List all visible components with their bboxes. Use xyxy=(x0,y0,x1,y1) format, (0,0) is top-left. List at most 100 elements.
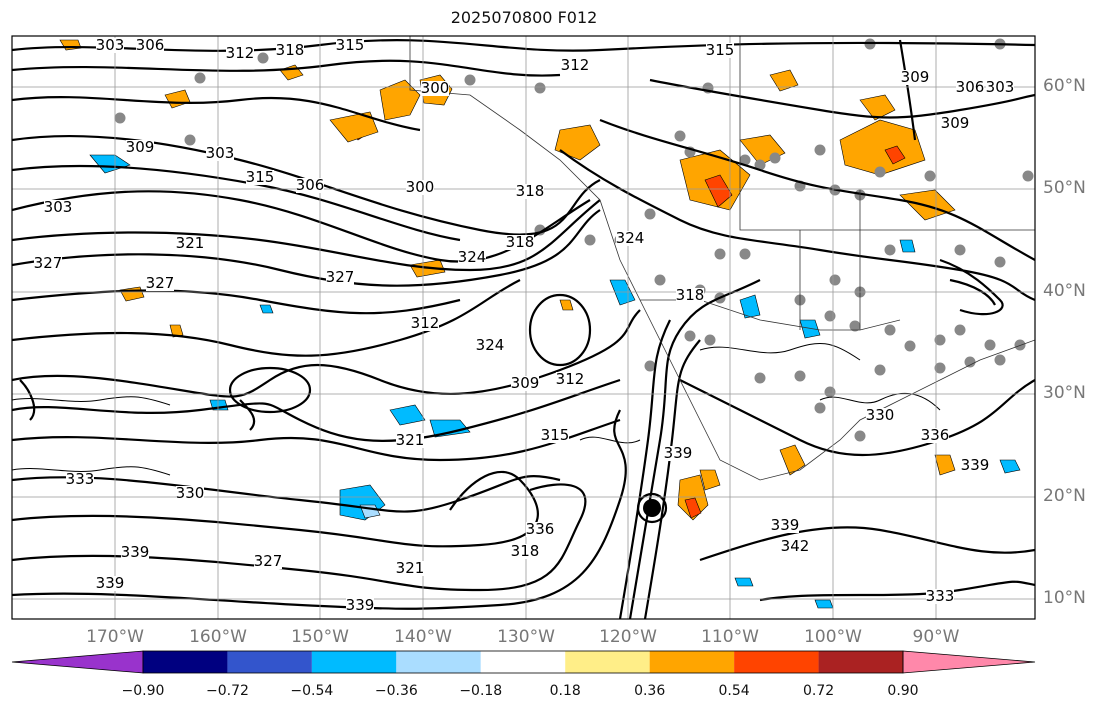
contour-label: 315 xyxy=(541,426,570,444)
station-dot xyxy=(184,134,196,146)
colorbar-tick: 0.54 xyxy=(718,683,750,699)
station-dot xyxy=(714,248,726,260)
contour-label: 321 xyxy=(396,559,425,577)
colorbar-tick: −0.54 xyxy=(290,683,334,699)
lon-label: 90°W xyxy=(912,627,960,647)
contour-lines xyxy=(12,39,1035,619)
station-dot xyxy=(257,52,269,64)
colorbar xyxy=(11,650,1036,674)
lon-label: 170°W xyxy=(86,627,144,647)
colorbar-min-extend xyxy=(11,650,144,674)
station-dot xyxy=(464,74,476,86)
station-dot xyxy=(769,152,781,164)
contour-label: 312 xyxy=(561,56,590,74)
contour-label: 336 xyxy=(526,520,555,538)
contour-label: 306 xyxy=(136,36,165,54)
contour-label: 333 xyxy=(66,470,95,488)
colorbar-segment xyxy=(649,651,735,673)
lon-label: 150°W xyxy=(291,627,349,647)
contour-label: 321 xyxy=(176,234,205,252)
lon-label: 100°W xyxy=(804,627,862,647)
contour-label: 324 xyxy=(476,336,505,354)
station-dot xyxy=(654,274,666,286)
station-dot xyxy=(874,166,886,178)
colorbar-tick: 0.90 xyxy=(887,683,919,699)
station-dot xyxy=(794,370,806,382)
station-dot xyxy=(534,82,546,94)
colorbar-segment xyxy=(734,651,819,673)
contour-label: 327 xyxy=(254,552,283,570)
contour-label: 312 xyxy=(226,44,255,62)
station-dot xyxy=(739,154,751,166)
station-dot xyxy=(854,430,866,442)
station-dot xyxy=(194,72,206,84)
station-dot xyxy=(814,144,826,156)
lon-label: 160°W xyxy=(189,627,247,647)
contour-label: 318 xyxy=(276,41,305,59)
contour-label: 306 xyxy=(956,78,985,96)
contour-label: 339 xyxy=(121,543,150,561)
colorbar-tick: −0.72 xyxy=(205,683,249,699)
contour-label: 327 xyxy=(326,268,355,286)
colorbar-segment xyxy=(227,651,312,673)
station-dot xyxy=(739,248,751,260)
thin-contours xyxy=(12,342,941,476)
contour-label: 309 xyxy=(126,138,155,156)
contour-label: 315 xyxy=(246,168,275,186)
contour-label: 342 xyxy=(781,537,810,555)
contour-label: 300 xyxy=(421,79,450,97)
contour-label: 303 xyxy=(96,36,125,54)
coastlines xyxy=(409,36,1035,481)
station-dot xyxy=(884,324,896,336)
contour-label: 300 xyxy=(406,178,435,196)
colorbar-tick: 0.72 xyxy=(802,683,835,699)
station-dot xyxy=(934,362,946,374)
station-dot xyxy=(984,339,996,351)
station-dot xyxy=(754,372,766,384)
station-dot xyxy=(674,130,686,142)
contour-label: 339 xyxy=(96,574,125,592)
station-dot xyxy=(1014,339,1026,351)
lat-label: 30°N xyxy=(1043,383,1086,403)
contour-label: 306 xyxy=(296,176,325,194)
colorbar-segment xyxy=(143,651,228,673)
station-dot xyxy=(884,244,896,256)
contour-label: 324 xyxy=(458,248,487,266)
station-dot xyxy=(684,330,696,342)
contour-label: 315 xyxy=(706,41,735,59)
station-dot xyxy=(874,364,886,376)
contour-label: 330 xyxy=(866,406,895,424)
contour-label: 339 xyxy=(771,516,800,534)
lon-label: 110°W xyxy=(701,627,759,647)
lon-label: 130°W xyxy=(497,627,555,647)
lat-label: 20°N xyxy=(1043,486,1086,506)
station-dot xyxy=(824,310,836,322)
colorbar-segment xyxy=(396,651,481,673)
colorbar-tick: −0.18 xyxy=(459,683,503,699)
contour-label: 339 xyxy=(961,456,990,474)
station-dot xyxy=(644,360,656,372)
contour-label: 312 xyxy=(556,370,585,388)
contour-label: 318 xyxy=(676,286,705,304)
lon-label: 140°W xyxy=(394,627,452,647)
station-dot xyxy=(994,256,1006,268)
contour-label: 333 xyxy=(926,587,955,605)
contour-label: 327 xyxy=(34,254,63,272)
contour-label: 309 xyxy=(511,374,540,392)
station-dot xyxy=(754,159,766,171)
lat-label: 40°N xyxy=(1043,281,1086,301)
colorbar-tick: −0.90 xyxy=(121,683,165,699)
contour-label: 312 xyxy=(411,314,440,332)
station-dot xyxy=(954,324,966,336)
contour-label: 303 xyxy=(986,78,1015,96)
station-dot xyxy=(964,356,976,368)
contour-label: 339 xyxy=(664,444,693,462)
contour-label: 315 xyxy=(336,36,365,54)
contour-label: 327 xyxy=(146,274,175,292)
station-dot xyxy=(994,354,1006,366)
colorbar-segment xyxy=(311,651,397,673)
lat-label: 10°N xyxy=(1043,588,1086,608)
colorbar-segment xyxy=(480,651,566,673)
